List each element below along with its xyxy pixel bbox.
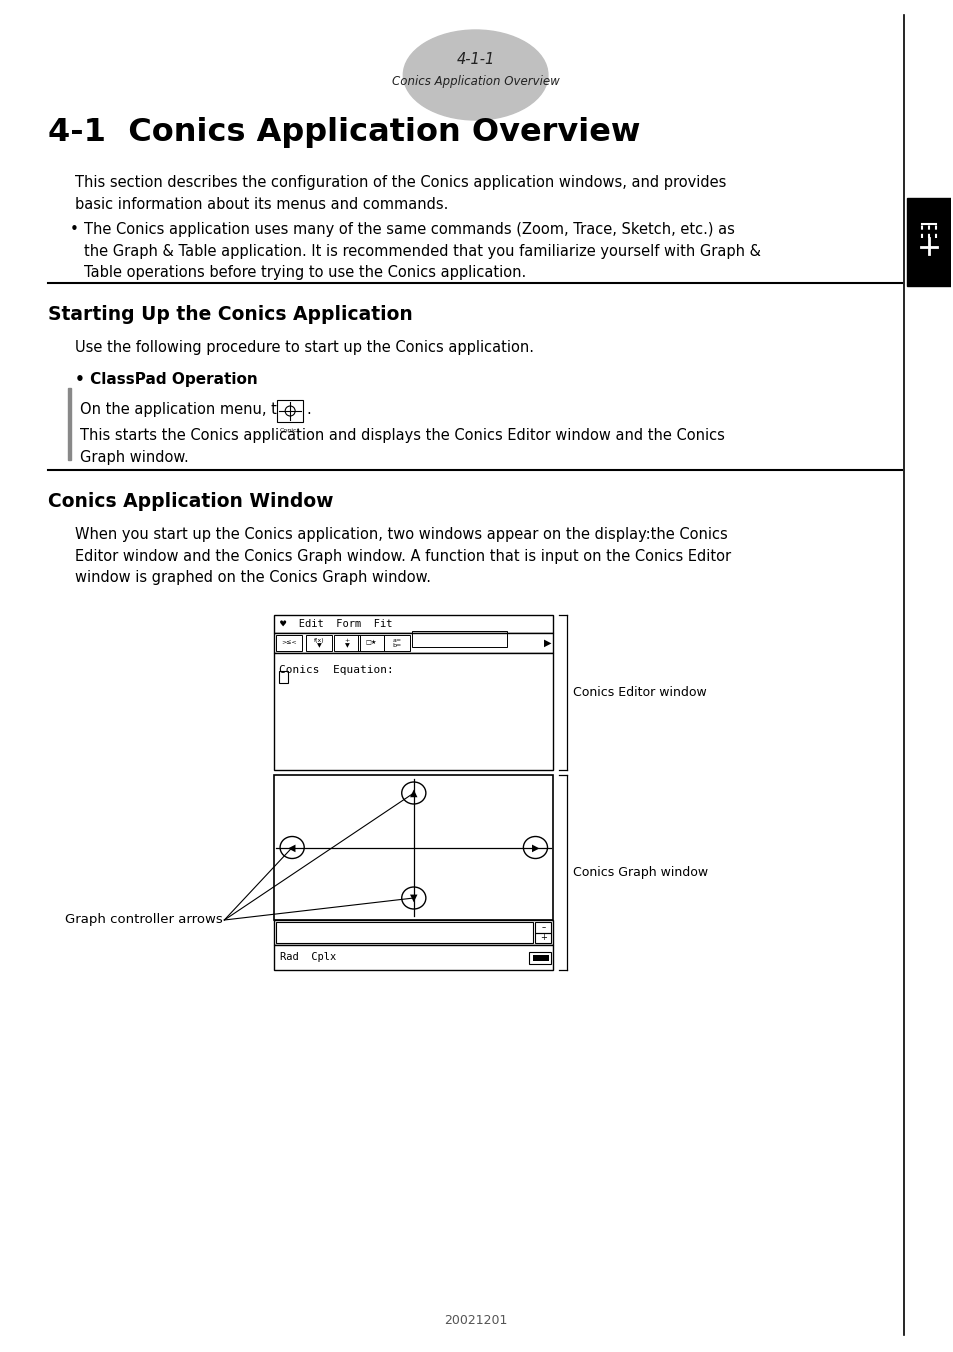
Text: The Conics application uses many of the same commands (Zoom, Trace, Sketch, etc.: The Conics application uses many of the … — [84, 222, 760, 280]
Text: +: + — [539, 933, 546, 942]
Text: 4-1-1: 4-1-1 — [456, 53, 495, 68]
Bar — [279, 671, 288, 683]
Text: Conics  Equation:: Conics Equation: — [279, 665, 394, 675]
Text: Conics Application Overview: Conics Application Overview — [392, 76, 558, 88]
Bar — [412, 631, 506, 648]
Text: ▼: ▼ — [410, 894, 417, 903]
Bar — [276, 922, 533, 942]
Text: ♥  Edit  Form  Fit: ♥ Edit Form Fit — [280, 619, 393, 629]
Text: □★: □★ — [365, 641, 376, 646]
Text: Conics Application Window: Conics Application Window — [48, 492, 333, 511]
Text: –: – — [540, 923, 545, 932]
Bar — [334, 635, 359, 652]
Text: .: . — [306, 402, 311, 416]
Text: • ClassPad Operation: • ClassPad Operation — [74, 372, 257, 387]
Bar — [529, 952, 551, 964]
Text: •: • — [70, 222, 78, 237]
Text: When you start up the Conics application, two windows appear on the display:the : When you start up the Conics application… — [74, 527, 730, 585]
Text: Graph controller arrows: Graph controller arrows — [65, 914, 222, 926]
Text: Use the following procedure to start up the Conics application.: Use the following procedure to start up … — [74, 339, 534, 356]
Bar — [68, 388, 71, 460]
Text: Conics: Conics — [279, 429, 300, 433]
Bar — [274, 919, 553, 945]
Text: ◀: ◀ — [288, 842, 295, 853]
Bar — [274, 775, 553, 919]
Text: +
▼: + ▼ — [344, 638, 349, 649]
Text: 4-1  Conics Application Overview: 4-1 Conics Application Overview — [48, 116, 639, 147]
Ellipse shape — [280, 837, 304, 859]
Bar — [535, 922, 551, 933]
Text: On the application menu, tap: On the application menu, tap — [80, 402, 294, 416]
Ellipse shape — [401, 887, 425, 909]
Bar — [274, 945, 553, 969]
Bar — [306, 635, 332, 652]
Ellipse shape — [401, 781, 425, 804]
Text: 20021201: 20021201 — [443, 1314, 507, 1326]
Text: This starts the Conics application and displays the Conics Editor window and the: This starts the Conics application and d… — [80, 429, 724, 465]
Bar — [274, 653, 553, 771]
Bar — [277, 400, 303, 422]
Bar — [906, 197, 950, 287]
Ellipse shape — [523, 837, 547, 859]
Text: ▶: ▶ — [543, 638, 551, 648]
Bar — [276, 635, 302, 652]
Ellipse shape — [403, 30, 547, 120]
Bar — [533, 955, 549, 960]
Text: f(x)
▼: f(x) ▼ — [314, 638, 324, 649]
Bar — [274, 615, 553, 633]
Bar — [274, 633, 553, 653]
Text: ▲: ▲ — [410, 788, 417, 798]
Text: a=
b=: a= b= — [392, 638, 401, 649]
Text: >≤<: >≤< — [281, 641, 296, 645]
Text: This section describes the configuration of the Conics application windows, and : This section describes the configuration… — [74, 174, 725, 212]
Bar — [383, 635, 410, 652]
Text: Conics Editor window: Conics Editor window — [573, 685, 706, 699]
Text: Conics Graph window: Conics Graph window — [573, 867, 708, 879]
Text: Starting Up the Conics Application: Starting Up the Conics Application — [48, 306, 413, 324]
Text: Rad  Cplx: Rad Cplx — [280, 953, 336, 963]
Bar — [357, 635, 383, 652]
Text: ▶: ▶ — [531, 842, 538, 853]
Bar — [535, 933, 551, 942]
